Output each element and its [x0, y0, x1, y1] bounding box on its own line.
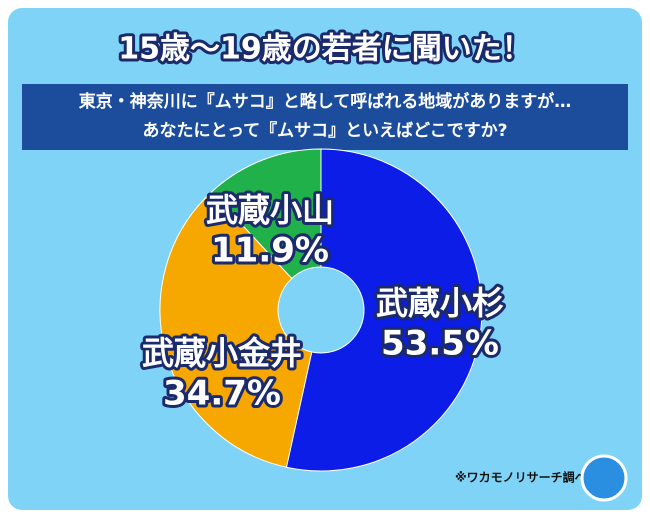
source: ※ワカモノリサーチ調べ	[455, 470, 587, 485]
category-label: 武蔵小金井	[142, 334, 302, 372]
category-label: 武蔵小杉	[376, 284, 504, 322]
value-label: 53.5%	[381, 324, 499, 364]
value-label: 34.7%	[163, 374, 281, 414]
donut-segment	[210, 148, 322, 280]
logo	[580, 454, 628, 502]
subtitle: 東京・神奈川に『ムサコ』と略して呼ばれる地域がありますが…	[79, 91, 572, 112]
chart-title: 15歳～19歳の若者に聞いた！	[118, 32, 532, 67]
subtitle-band	[22, 84, 628, 150]
subtitle: あなたにとって『ムサコ』といえばどこですか?	[143, 120, 508, 141]
category-label: 武蔵小山	[206, 191, 334, 229]
donut-segment	[285, 148, 483, 472]
donut-segment	[159, 191, 313, 468]
value-label: 11.9%	[211, 231, 329, 271]
